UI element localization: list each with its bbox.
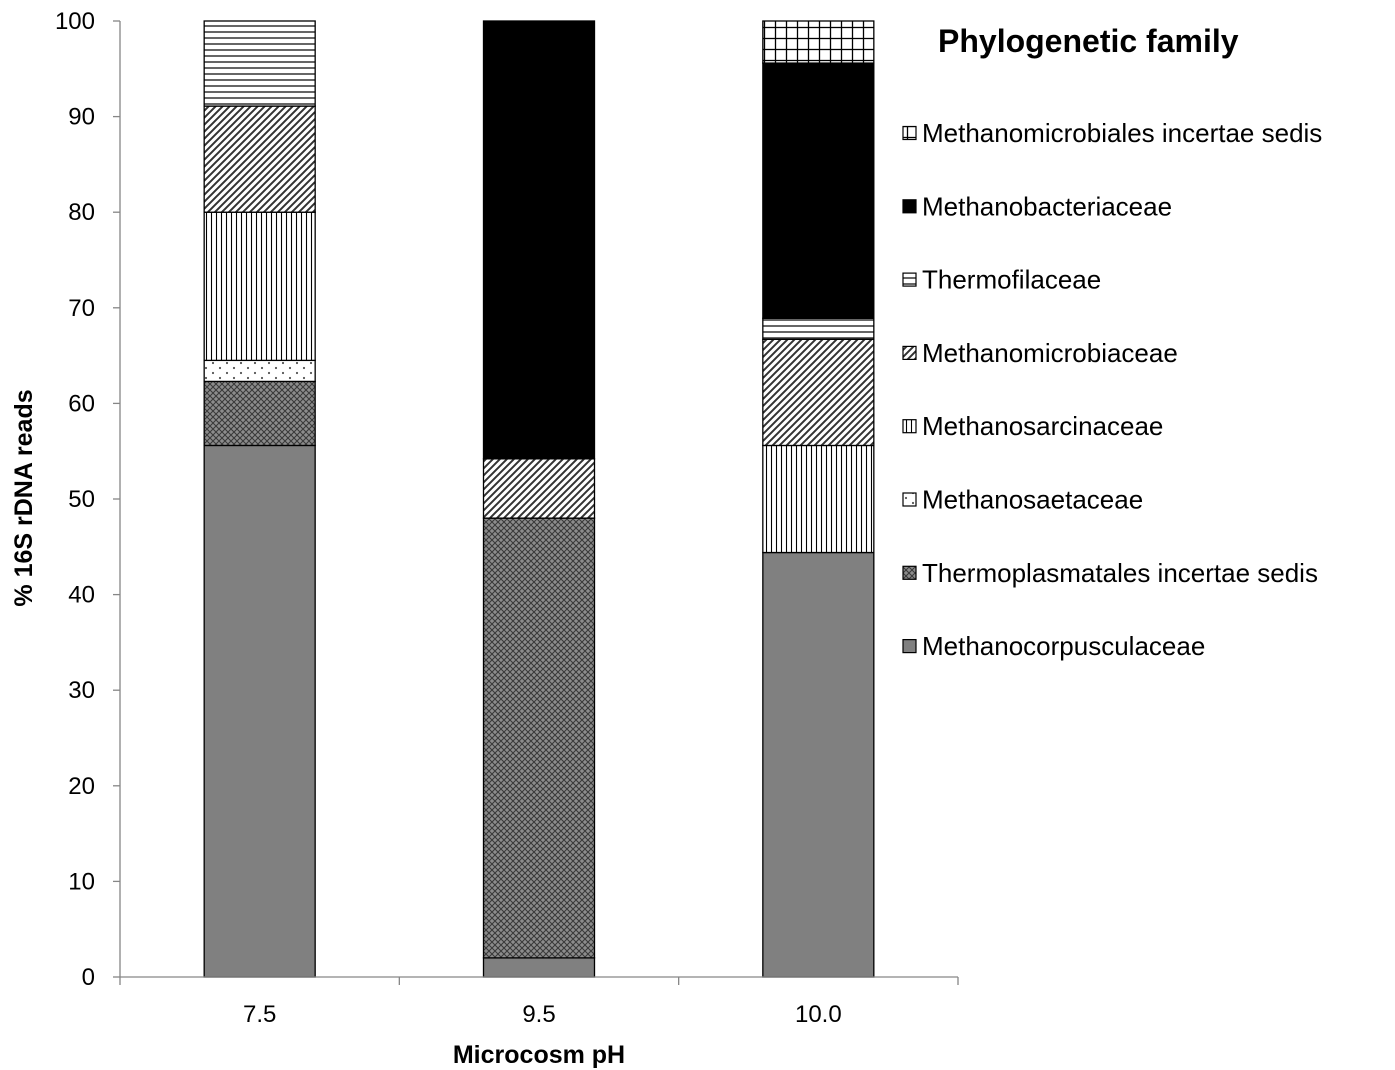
legend-label-methanomicrobiales-incertae-sedis: Methanomicrobiales incertae sedis	[922, 118, 1322, 148]
y-tick-label: 50	[68, 486, 95, 513]
bar-segment-methanosarcinaceae-ph-10-0	[762, 444, 875, 554]
legend-swatch-methanosarcinaceae	[902, 419, 917, 434]
x-tick-label: 7.5	[243, 1001, 276, 1028]
legend-swatch-methanomicrobiales-incertae-sedis	[902, 125, 917, 141]
x-axis-title: Microcosm pH	[453, 1041, 625, 1069]
legend-swatch-methanocorpusculaceae	[902, 638, 917, 654]
bar-segment-methanomicrobiaceae-ph-7-5	[203, 105, 316, 213]
bar-segment-thermofilaceae-ph-10-0	[762, 317, 875, 341]
bar-segment-methanocorpusculaceae-ph-7-5	[203, 444, 316, 978]
legend-swatch-thermoplasmatales-incertae-sedis	[902, 565, 917, 580]
bar-segment-thermoplasmatales-incertae-sedis-ph-9-5	[482, 517, 596, 959]
legend-swatch-methanobacteriaceae	[902, 199, 917, 214]
legend: Methanomicrobiales incertae sedis Methano…	[902, 118, 1322, 661]
legend-label-thermofilaceae: Thermofilaceae	[922, 265, 1101, 295]
axes-group: 0 10 20 30 40 50 60 70 80 90 100 7.5 9.5 10.0	[55, 8, 959, 1028]
bars-group	[203, 20, 875, 978]
y-axis-title: % 16S rDNA reads	[10, 389, 38, 606]
y-tick-label: 30	[68, 677, 95, 704]
bar-segment-methanobacteriaceae-ph-9-5	[482, 20, 596, 460]
bar-segment-methanobacteriaceae-ph-10-0	[762, 62, 875, 319]
legend-swatch-thermofilaceae	[902, 272, 917, 287]
bar-segment-methanomicrobiaceae-ph-9-5	[482, 458, 596, 519]
bar-segment-methanocorpusculaceae-ph-9-5	[482, 957, 596, 978]
y-tick-label: 90	[68, 104, 95, 131]
legend-label-methanocorpusculaceae: Methanocorpusculaceae	[922, 631, 1205, 661]
bar-segment-methanomicrobiales-incertae-sedis-ph-10-0	[762, 20, 875, 64]
y-tick-label: 10	[68, 868, 95, 895]
legend-label-methanomicrobiaceae: Methanomicrobiaceae	[922, 338, 1178, 368]
y-tick-label: 20	[68, 773, 95, 800]
legend-swatch-methanomicrobiaceae	[902, 345, 917, 360]
legend-swatch-methanosaetaceae	[902, 492, 917, 507]
bar-segment-methanomicrobiaceae-ph-10-0	[762, 338, 875, 447]
legend-title: Phylogenetic family	[938, 23, 1239, 59]
bar-segment-methanosaetaceae-ph-7-5	[203, 359, 316, 383]
y-tick-label: 100	[55, 8, 95, 35]
y-tick-label: 70	[68, 295, 95, 322]
bar-segment-thermoplasmatales-incertae-sedis-ph-7-5	[203, 380, 316, 447]
bar-segment-methanocorpusculaceae-ph-10-0	[762, 551, 875, 978]
legend-label-thermoplasmatales-incertae-sedis: Thermoplasmatales incertae sedis	[922, 558, 1318, 588]
x-tick-label: 9.5	[522, 1001, 555, 1028]
y-tick-label: 80	[68, 199, 95, 226]
legend-label-methanosaetaceae: Methanosaetaceae	[922, 485, 1143, 515]
legend-label-methanobacteriaceae: Methanobacteriaceae	[922, 191, 1172, 221]
y-tick-label: 0	[82, 964, 95, 991]
bar-segment-thermofilaceae-ph-7-5	[203, 20, 316, 107]
y-tick-label: 40	[68, 582, 95, 609]
x-tick-label: 10.0	[795, 1001, 842, 1028]
y-tick-label: 60	[68, 390, 95, 417]
bar-segment-methanosarcinaceae-ph-7-5	[203, 211, 316, 362]
legend-label-methanosarcinaceae: Methanosarcinaceae	[922, 411, 1163, 441]
